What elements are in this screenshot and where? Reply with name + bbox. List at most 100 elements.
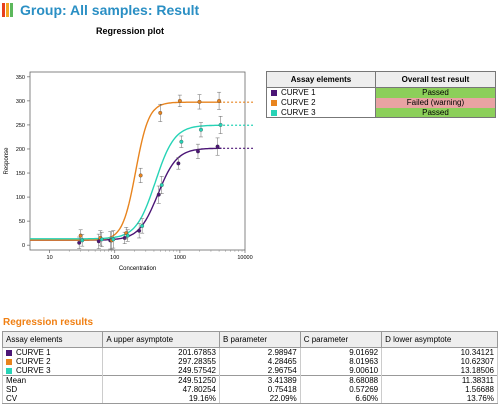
y-tick-label: 300: [16, 99, 25, 105]
table-row: SD 47.80254 0.75418 0.57269 1.56688: [1, 385, 498, 394]
row-label-cell: CV: [1, 394, 104, 404]
value-cell: 201.67853: [102, 347, 220, 357]
row-label-cell: Mean: [1, 375, 104, 385]
legend-row: CURVE 3 Passed: [266, 107, 497, 118]
legend-assay-cell: CURVE 3: [266, 107, 376, 118]
results-header-assay: Assay elements: [1, 331, 104, 348]
x-tick-label: 10000: [237, 255, 252, 261]
y-tick-label: 150: [16, 171, 25, 177]
row-label-cell: CURVE 2: [1, 357, 104, 366]
data-point-2: [197, 99, 202, 104]
row-label: CURVE 3: [16, 366, 51, 375]
plot-title: Regression plot: [96, 26, 165, 36]
row-label-cell: CURVE 3: [1, 366, 104, 376]
value-cell: 3.41389: [218, 375, 301, 385]
value-cell: 10.34121: [381, 347, 498, 357]
fit-curve-1: [30, 147, 222, 241]
test-result-badge: Passed: [374, 87, 497, 98]
series-color-swatch: [6, 358, 12, 365]
value-cell: 8.68088: [299, 375, 383, 385]
series-color-swatch: [271, 90, 277, 97]
data-point-3: [179, 139, 184, 144]
legend-header-result: Overall test result: [374, 71, 497, 88]
bar-chart-icon: [2, 3, 16, 17]
test-result-badge: Failed (warning): [374, 97, 497, 108]
value-cell: 6.60%: [299, 394, 383, 404]
data-point-1: [215, 144, 220, 149]
regression-plot: 0 50 100 150 200 250 300 350 10 100 1000 10000 Conce…: [4, 71, 253, 272]
y-axis-label: Response: [4, 147, 10, 175]
row-label: CURVE 1: [16, 348, 51, 357]
y-tick-label: 0: [22, 243, 25, 249]
data-point-3: [199, 127, 203, 132]
value-cell: 249.57542: [102, 366, 220, 376]
test-result-badge: Passed: [374, 107, 497, 118]
value-cell: 11.38311: [381, 375, 498, 385]
data-point-1: [96, 239, 101, 244]
y-tick-label: 200: [16, 147, 25, 153]
value-cell: 9.00610: [299, 366, 383, 376]
legend-header-assay: Assay elements: [266, 71, 376, 88]
legend-assay-cell: CURVE 1: [266, 87, 376, 98]
data-point-1: [77, 240, 82, 245]
data-point-3: [218, 122, 223, 127]
data-point-3: [159, 183, 164, 188]
x-axis-label: Concentration: [119, 266, 156, 272]
data-point-3: [140, 223, 145, 228]
row-label-cell: SD: [1, 385, 104, 394]
data-point-3: [99, 237, 104, 242]
fit-curve-3: [30, 124, 222, 240]
results-header-c: C parameter: [299, 331, 383, 348]
y-tick-label: 350: [16, 75, 25, 81]
value-cell: 19.16%: [102, 394, 220, 404]
value-cell: 13.76%: [381, 394, 498, 404]
row-label: CURVE 2: [16, 357, 51, 366]
row-label-cell: CURVE 1: [1, 347, 104, 357]
plot-area-frame: [29, 71, 246, 251]
table-row: CURVE 3 249.57542 2.96754 9.00610 13.18506: [1, 366, 498, 376]
value-cell: 8.01963: [299, 357, 383, 366]
value-cell: 0.57269: [299, 385, 383, 394]
table-row: CURVE 1 201.67853 2.98947 9.01692 10.34121: [1, 347, 498, 357]
value-cell: 4.28465: [218, 357, 301, 366]
legend-assay-name: CURVE 1: [281, 88, 316, 98]
data-point-1: [196, 149, 200, 154]
x-tick-label: 1000: [174, 255, 186, 261]
legend-row: CURVE 1 Passed: [266, 87, 497, 98]
data-point-1: [176, 161, 181, 166]
value-cell: 22.09%: [218, 394, 301, 404]
legend-row: CURVE 2 Failed (warning): [266, 97, 497, 108]
results-header-a: A upper asymptote: [102, 331, 220, 348]
value-cell: 1.56688: [381, 385, 498, 394]
table-row: CURVE 2 297.28355 4.28465 8.01963 10.62307: [1, 357, 498, 366]
fit-curve-2: [30, 101, 222, 241]
legend-assay-cell: CURVE 2: [266, 97, 376, 108]
data-point-2: [177, 98, 182, 103]
y-tick-label: 250: [16, 123, 25, 129]
series-color-swatch: [6, 367, 12, 374]
series-color-swatch: [6, 349, 12, 356]
y-tick-label: 50: [19, 219, 25, 225]
page-header: Group: All samples: Result: [2, 1, 199, 19]
x-tick-label: 10: [47, 255, 53, 261]
data-point-2: [217, 98, 222, 103]
data-point-2: [138, 173, 143, 178]
table-row: Mean 249.51250 3.41389 8.68088 11.38311: [1, 375, 498, 385]
results-header-d: D lower asymptote: [381, 331, 498, 348]
value-cell: 47.80254: [102, 385, 220, 394]
series-color-swatch: [271, 99, 277, 106]
data-point-1: [137, 228, 142, 233]
row-label: CV: [6, 394, 18, 403]
data-point-1: [156, 192, 161, 197]
data-point-3: [125, 233, 130, 238]
table-row: CV 19.16% 22.09% 6.60% 13.76%: [1, 394, 498, 404]
value-cell: 10.62307: [381, 357, 498, 366]
x-tick-label: 100: [110, 255, 119, 261]
regression-results-title: Regression results: [3, 317, 94, 328]
value-cell: 297.28355: [102, 357, 220, 366]
data-point-3: [111, 237, 116, 242]
value-cell: 13.18506: [381, 366, 498, 376]
row-label: SD: [6, 385, 18, 394]
value-cell: 0.75418: [218, 385, 301, 394]
value-cell: 249.51250: [102, 375, 220, 385]
